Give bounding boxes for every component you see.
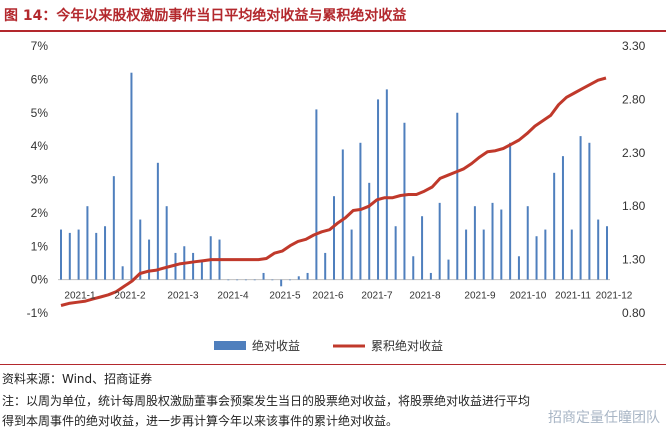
bar-absolute-return (447, 259, 450, 280)
y-right-tick-label: 2.80 (622, 92, 646, 106)
note-line-1: 注：以周为单位，统计每周股权激励董事会预案发生当日的股票绝对收益，将股票绝对收益… (2, 394, 531, 408)
bar-absolute-return (491, 202, 494, 280)
bar-absolute-return (288, 279, 291, 281)
bar-absolute-return (262, 272, 265, 280)
bar-absolute-return (121, 266, 124, 280)
bar-absolute-return (165, 206, 168, 280)
y-left-tick-label: 0% (31, 273, 49, 287)
bar-absolute-return (271, 279, 274, 281)
bar-absolute-return (297, 276, 300, 280)
note-line-2: 得到本周事件的绝对收益，进一步再计算今年以来该事件的累计绝对收益。 (2, 414, 399, 428)
y-left-tick-label: 1% (31, 239, 49, 253)
bar-absolute-return (385, 89, 388, 280)
y-right-tick-label: 0.80 (622, 306, 646, 320)
bar-absolute-return (412, 256, 415, 280)
bar-absolute-return (553, 172, 556, 280)
bar-absolute-return (377, 99, 380, 280)
bar-absolute-return (526, 206, 529, 280)
x-tick-label: 2021-10 (510, 291, 547, 302)
x-tick-label: 2021-9 (464, 291, 496, 302)
bar-absolute-return (429, 272, 432, 280)
x-tick-label: 2021-2 (114, 291, 146, 302)
bar-absolute-return (104, 226, 107, 280)
legend-swatch-bar (214, 341, 246, 350)
bar-absolute-return (227, 279, 230, 281)
watermark: 招商定量任瞳团队 (548, 410, 660, 426)
bar-absolute-return (368, 182, 371, 280)
bar-absolute-return (77, 229, 80, 280)
bar-absolute-return (509, 142, 512, 280)
bar-absolute-return (112, 176, 115, 280)
bar-absolute-return (561, 156, 564, 280)
figure-title: 图 14：今年以来股权激励事件当日平均绝对收益与累积绝对收益 (4, 8, 407, 24)
bar-absolute-return (465, 229, 468, 280)
x-tick-label: 2021-1 (64, 291, 96, 302)
y-left-tick-label: -1% (27, 306, 49, 320)
bar-absolute-return (95, 232, 98, 280)
y-left-tick-label: 4% (31, 139, 49, 153)
bar-absolute-return (253, 279, 256, 281)
bar-absolute-return (192, 252, 195, 280)
y-left-tick-label: 6% (31, 72, 49, 86)
bar-absolute-return (456, 112, 459, 280)
bar-absolute-return (421, 216, 424, 280)
bar-absolute-return (209, 236, 212, 280)
y-left-tick-label: 2% (31, 206, 49, 220)
source-text: 资料来源：Wind、招商证券 (2, 372, 153, 386)
bar-absolute-return (236, 279, 239, 281)
bar-absolute-return (570, 229, 573, 280)
bar-absolute-return (148, 239, 151, 280)
bar-absolute-return (403, 122, 406, 280)
legend-label-bar: 绝对收益 (252, 338, 300, 353)
x-tick-label: 2021-6 (312, 291, 344, 302)
x-tick-label: 2021-11 (555, 291, 591, 302)
bar-absolute-return (280, 279, 283, 287)
y-left-tick-label: 7% (31, 39, 49, 53)
bar-absolute-return (359, 142, 362, 280)
bar-absolute-return (579, 136, 582, 280)
title-bar: 图 14：今年以来股权激励事件当日平均绝对收益与累积绝对收益 (0, 0, 666, 32)
bar-absolute-return (341, 149, 344, 280)
bar-absolute-return (438, 202, 441, 280)
bar-absolute-return (544, 229, 547, 280)
x-tick-label: 2021-4 (217, 291, 249, 302)
chart: -1% 0% 1% 2% 3% 4% 5% 6% 7% 0.80 1.30 1.80 2.30 2.80 3… (27, 39, 646, 353)
bar-absolute-return (86, 206, 89, 280)
bar-absolute-return (68, 232, 71, 280)
bar-absolute-return (350, 229, 353, 280)
x-tick-label: 2021-5 (269, 291, 301, 302)
footer-divider (0, 364, 666, 365)
legend-label-line: 累积绝对收益 (371, 338, 443, 353)
bar-absolute-return (597, 219, 600, 280)
y-right-tick-label: 1.30 (622, 253, 646, 267)
y-right-tick-label: 2.30 (622, 146, 646, 160)
bar-absolute-return (588, 142, 591, 280)
bar-absolute-return (500, 209, 503, 280)
bar-absolute-return (130, 72, 133, 280)
bar-absolute-return (394, 226, 397, 280)
bar-absolute-return (306, 272, 309, 280)
y-right-tick-label: 3.30 (622, 39, 646, 53)
bar-absolute-return (535, 236, 538, 280)
bar-absolute-return (324, 252, 327, 280)
bar-absolute-return (606, 226, 608, 280)
bar-absolute-return (482, 229, 485, 280)
bar-absolute-return (156, 162, 159, 280)
bar-absolute-return (315, 109, 318, 280)
x-tick-label: 2021-12 (596, 291, 633, 302)
x-tick-label: 2021-8 (409, 291, 441, 302)
y-left-tick-label: 3% (31, 173, 49, 187)
line-cumulative-return (60, 76, 607, 307)
bar-absolute-return (139, 219, 142, 280)
bar-absolute-return (473, 206, 476, 280)
bar-absolute-return (60, 229, 62, 280)
bar-absolute-return (200, 259, 203, 280)
bar-absolute-return (244, 279, 247, 281)
x-tick-label: 2021-7 (361, 291, 393, 302)
y-right-tick-label: 1.80 (622, 199, 646, 213)
bar-absolute-return (517, 256, 520, 280)
y-left-tick-label: 5% (31, 106, 49, 120)
x-tick-label: 2021-3 (167, 291, 199, 302)
bar-absolute-return (333, 196, 335, 280)
